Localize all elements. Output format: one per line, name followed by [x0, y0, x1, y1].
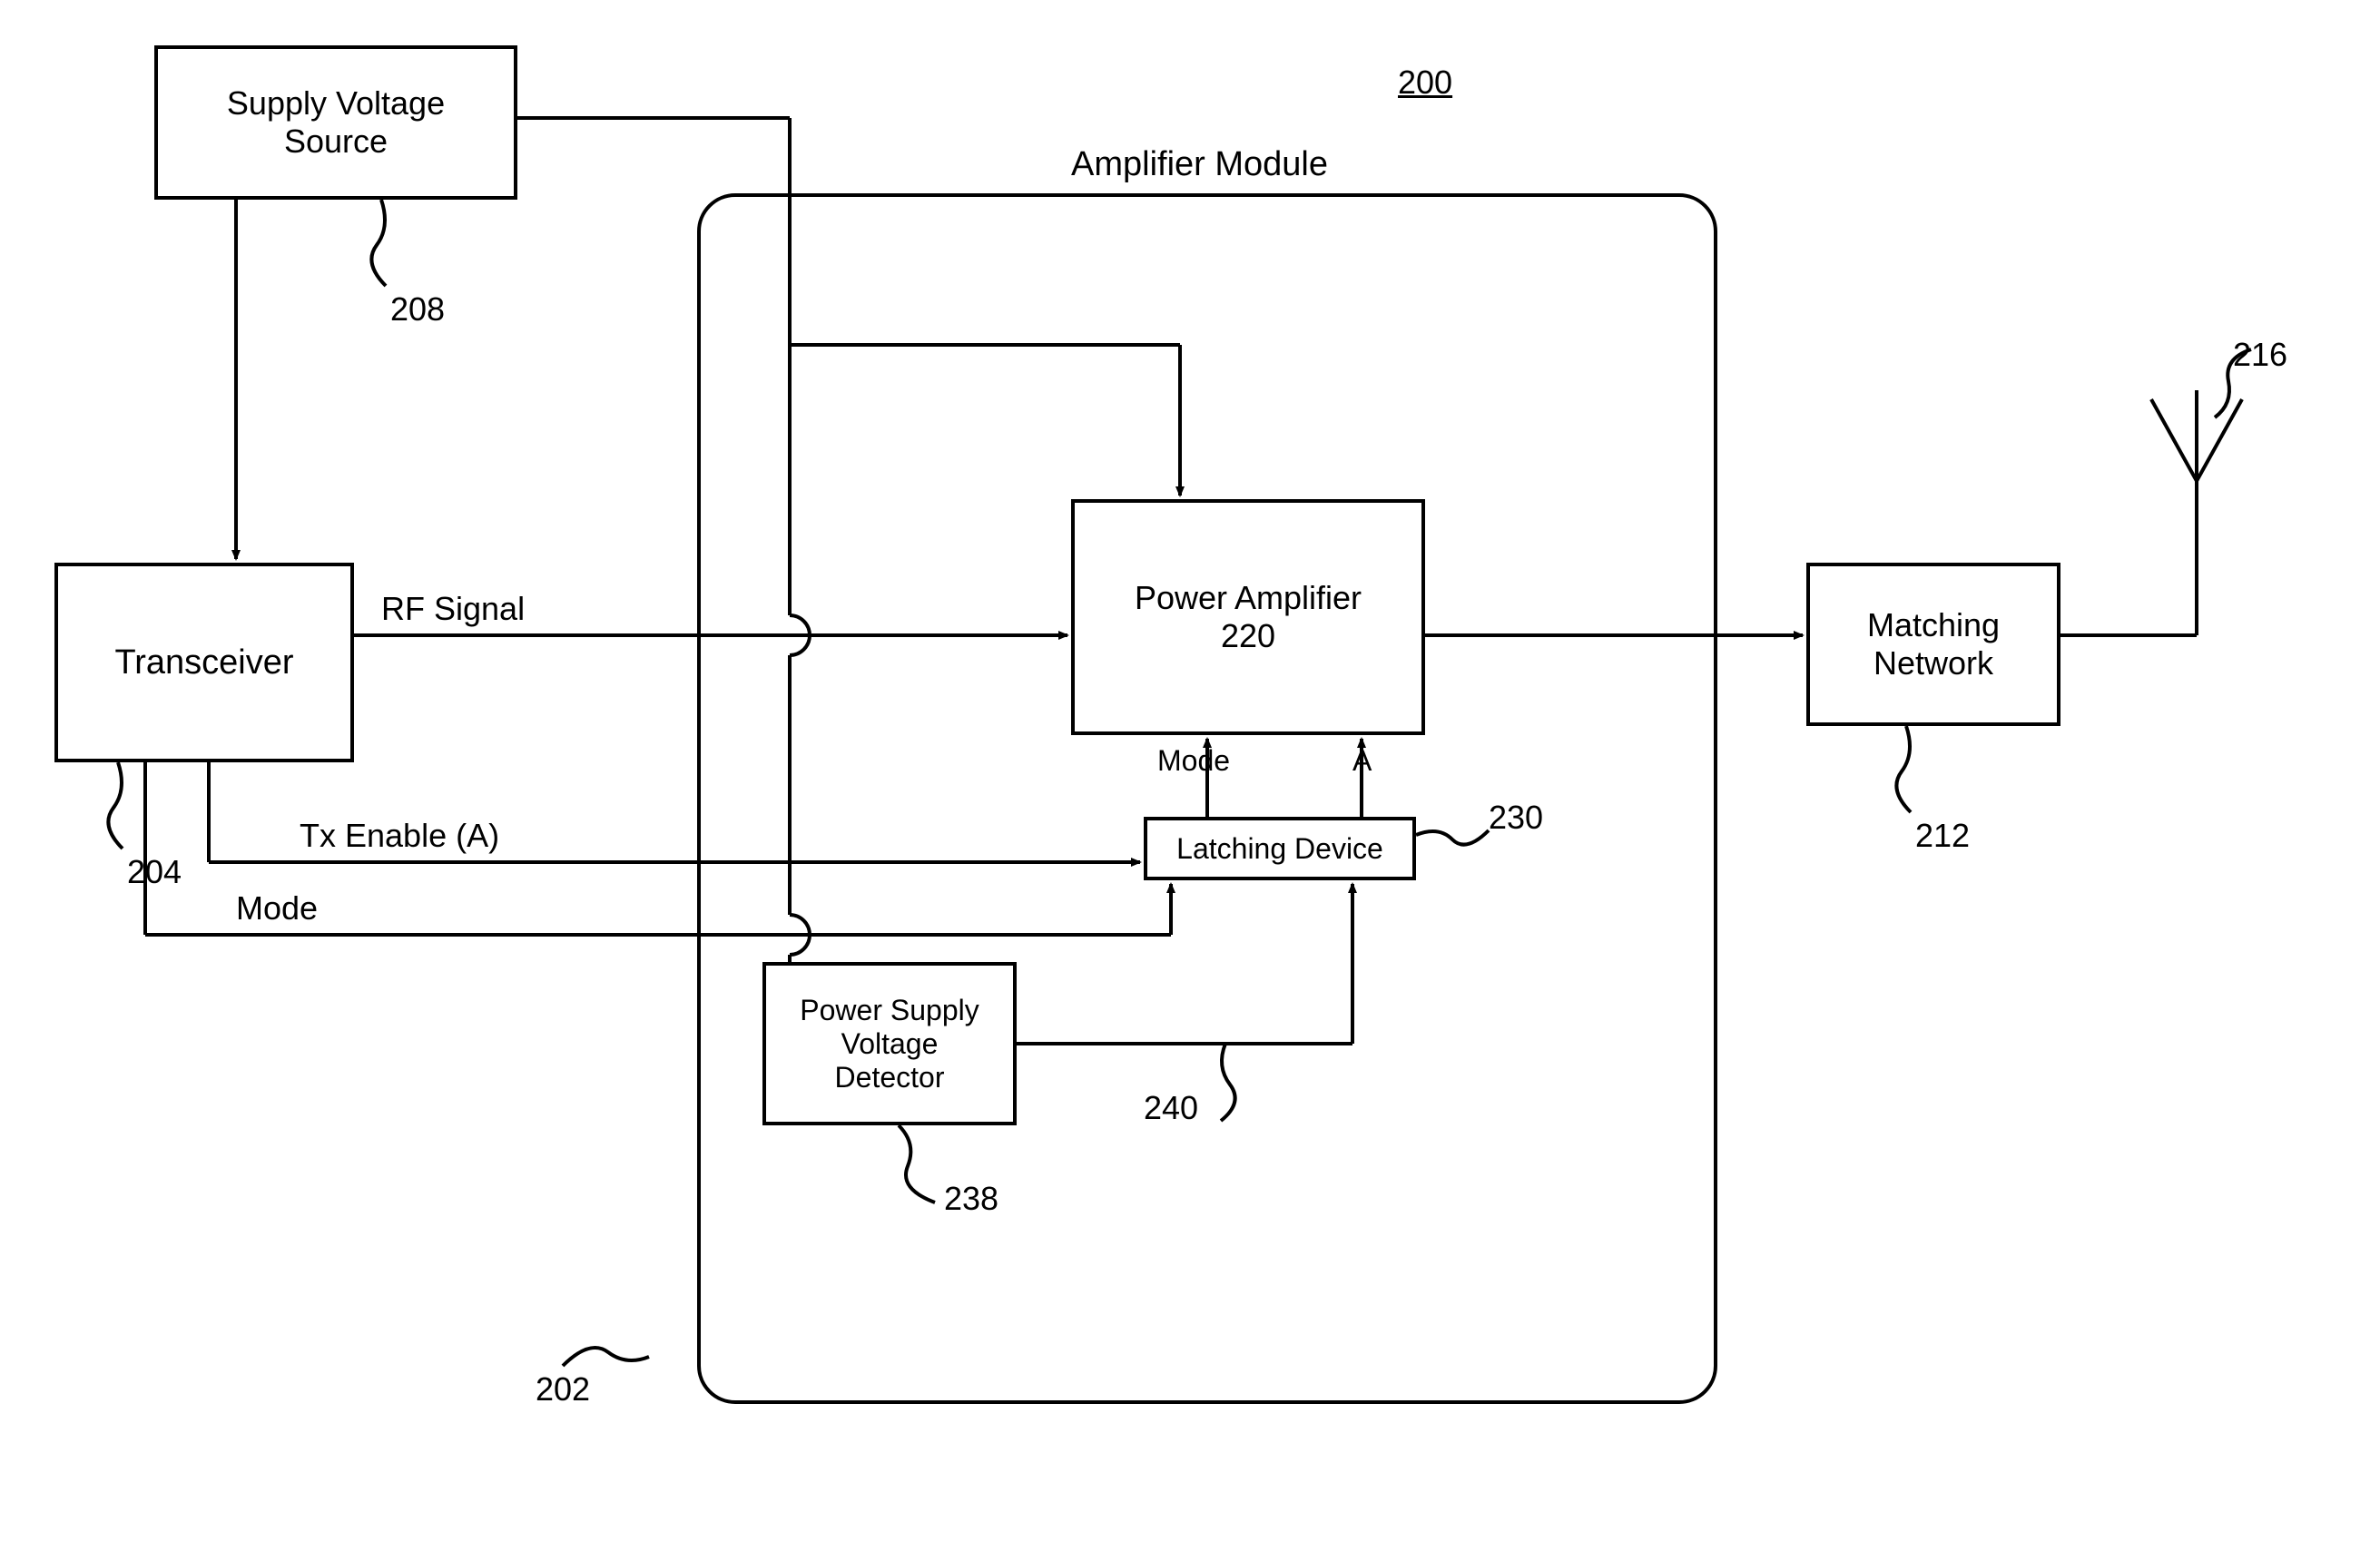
- squiggle-202: [563, 1348, 649, 1366]
- rf-signal-label: RF Signal: [381, 590, 525, 628]
- ref-238: 238: [944, 1180, 998, 1218]
- squiggle-204: [108, 762, 123, 849]
- supply-hop-rf: [790, 615, 810, 655]
- transceiver-box: Transceiver: [54, 563, 354, 762]
- squiggle-212: [1896, 726, 1911, 812]
- transceiver-label: Transceiver: [114, 643, 293, 682]
- psvd-box: Power Supply Voltage Detector: [762, 962, 1017, 1125]
- matching-network-label: Matching Network: [1867, 606, 2000, 682]
- ref-200: 200: [1398, 64, 1452, 102]
- ref-204: 204: [127, 853, 182, 891]
- ref-216: 216: [2233, 336, 2287, 374]
- squiggle-208: [371, 200, 386, 286]
- latching-device-box: Latching Device: [1144, 817, 1416, 880]
- supply-voltage-source-box: Supply Voltage Source: [154, 45, 517, 200]
- ref-230: 230: [1489, 799, 1543, 837]
- squiggle-240: [1221, 1044, 1235, 1121]
- supply-label: Supply Voltage Source: [227, 84, 445, 161]
- ref-208: 208: [390, 290, 445, 329]
- power-amplifier-label: Power Amplifier 220: [1135, 579, 1362, 655]
- power-amplifier-box: Power Amplifier 220: [1071, 499, 1425, 735]
- ant-right: [2197, 399, 2242, 481]
- module-title: Amplifier Module: [1071, 145, 1328, 184]
- matching-network-box: Matching Network: [1806, 563, 2060, 726]
- squiggle-238: [899, 1125, 935, 1202]
- ant-left: [2151, 399, 2197, 481]
- a-up-label: A: [1352, 744, 1372, 778]
- amplifier-module-box: [699, 195, 1716, 1402]
- ref-212: 212: [1915, 817, 1970, 855]
- diagram-container: { "diagram": { "ref_num": "200", "module…: [0, 0, 2380, 1541]
- mode-label: Mode: [236, 889, 318, 928]
- ref-240: 240: [1144, 1089, 1198, 1127]
- psvd-label: Power Supply Voltage Detector: [800, 994, 979, 1094]
- mode-up-label: Mode: [1157, 744, 1230, 778]
- squiggle-230: [1416, 830, 1489, 845]
- supply-hop-mode: [790, 915, 810, 955]
- txen-label: Tx Enable (A): [300, 817, 499, 855]
- ref-202: 202: [536, 1370, 590, 1408]
- latching-device-label: Latching Device: [1176, 832, 1383, 866]
